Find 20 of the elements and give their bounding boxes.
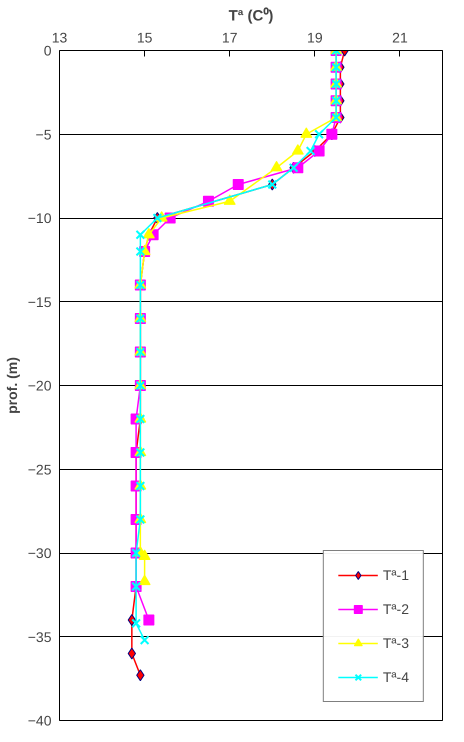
x-tick-label: 21 bbox=[392, 30, 408, 46]
y-tick-label: −10 bbox=[28, 210, 52, 226]
y-axis-title: prof. (m) bbox=[4, 357, 20, 414]
legend-label: Tª-2 bbox=[382, 601, 409, 617]
y-tick-label: −25 bbox=[28, 461, 52, 478]
x-tick-label: 19 bbox=[307, 30, 323, 46]
y-tick-label: −40 bbox=[28, 712, 52, 728]
x-tick-label: 17 bbox=[222, 30, 238, 46]
legend-label: Tª-1 bbox=[382, 567, 409, 583]
x-tick-label: 15 bbox=[136, 30, 153, 46]
y-tick-label: −20 bbox=[28, 378, 52, 394]
y-tick-label: −30 bbox=[28, 545, 52, 561]
y-tick-label: −5 bbox=[36, 126, 52, 142]
y-tick-label: 0 bbox=[44, 42, 52, 58]
y-tick-label: −15 bbox=[28, 294, 52, 310]
y-tick-label: −35 bbox=[28, 628, 52, 645]
chart-title: Tª (C⁰) bbox=[228, 6, 274, 24]
legend-label: Tª-3 bbox=[382, 635, 409, 651]
x-tick-label: 13 bbox=[52, 30, 68, 46]
legend-label: Tª-4 bbox=[382, 669, 409, 685]
